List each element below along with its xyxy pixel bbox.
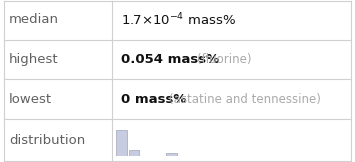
Bar	[116, 130, 127, 156]
Text: (astatine and tennessine): (astatine and tennessine)	[169, 93, 321, 106]
Text: (fluorine): (fluorine)	[197, 53, 252, 66]
Text: lowest: lowest	[9, 93, 52, 106]
Text: median: median	[9, 13, 59, 26]
Text: 0.054 mass%: 0.054 mass%	[121, 53, 219, 66]
Text: highest: highest	[9, 53, 59, 66]
Bar	[166, 153, 176, 156]
Text: 0 mass%: 0 mass%	[121, 93, 186, 106]
Text: $1.7{\times}10^{-4}$ mass%: $1.7{\times}10^{-4}$ mass%	[121, 12, 236, 28]
Bar	[129, 150, 139, 156]
Text: distribution: distribution	[9, 134, 85, 147]
